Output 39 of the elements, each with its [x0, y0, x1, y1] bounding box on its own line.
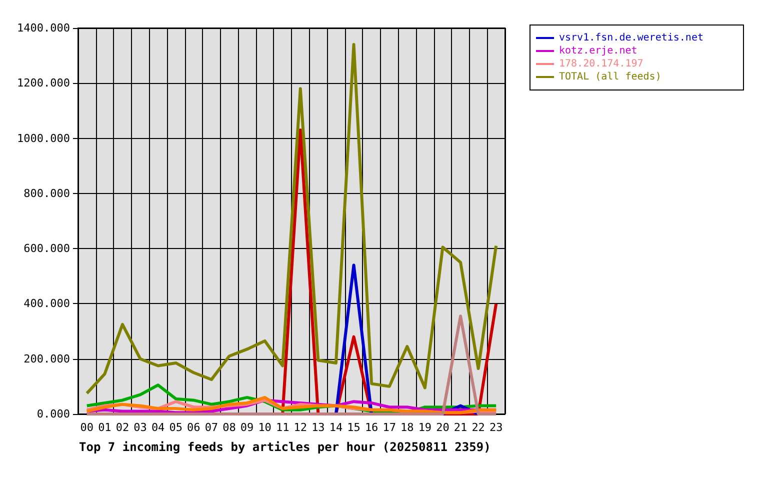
y-tick-label: 800.000	[24, 186, 70, 200]
y-tick-label: 400.000	[24, 297, 70, 310]
x-tick-label: 19	[418, 421, 432, 434]
x-tick-label: 23	[489, 421, 503, 434]
x-tick-label: 15	[347, 421, 360, 434]
x-tick-label: 21	[454, 421, 468, 434]
x-tick-label: 20	[436, 421, 450, 434]
y-tick-label: 0.000	[36, 408, 70, 420]
x-tick-label: 17	[382, 421, 396, 434]
x-tick-label: 07	[204, 421, 218, 434]
y-tick-label: 1200.000	[17, 76, 70, 90]
x-tick-label: 06	[187, 421, 200, 434]
legend-label: 178.20.174.197	[559, 58, 644, 70]
y-tick-label: 1000.000	[17, 132, 70, 145]
x-tick-label: 04	[151, 421, 166, 434]
y-tick-label: 600.000	[24, 242, 70, 256]
x-tick-label: 10	[258, 421, 272, 434]
x-tick-label: 11	[276, 421, 290, 434]
x-tick-label: 02	[116, 421, 130, 434]
legend-label: kotz.erje.net	[559, 46, 638, 56]
x-tick-label: 16	[364, 421, 378, 434]
line-series	[85, 43, 498, 395]
x-tick-label: 05	[169, 421, 182, 434]
x-tick-label: 09	[240, 421, 254, 434]
x-tick-label: 13	[312, 421, 325, 434]
legend-label: TOTAL (all feeds)	[559, 72, 662, 82]
x-tick-label: 01	[98, 421, 112, 434]
x-tick-label: 08	[222, 421, 236, 434]
x-tick-label: 03	[134, 421, 147, 434]
y-tick-label: 1400.000	[17, 22, 70, 34]
x-tick-label: 14	[329, 421, 343, 434]
x-tick-label: 00	[80, 421, 94, 434]
x-tick-label: 22	[472, 421, 485, 434]
line-series	[85, 396, 498, 414]
y-tick-label: 200.000	[24, 352, 70, 366]
x-tick-label: 18	[400, 421, 414, 434]
legend-label: vsrv1.fsn.de.weretis.net	[559, 32, 704, 44]
text: Top 7 incoming feeds by articles per hour (20250811 2359)	[79, 440, 491, 454]
x-tick-label: 12	[294, 421, 308, 434]
